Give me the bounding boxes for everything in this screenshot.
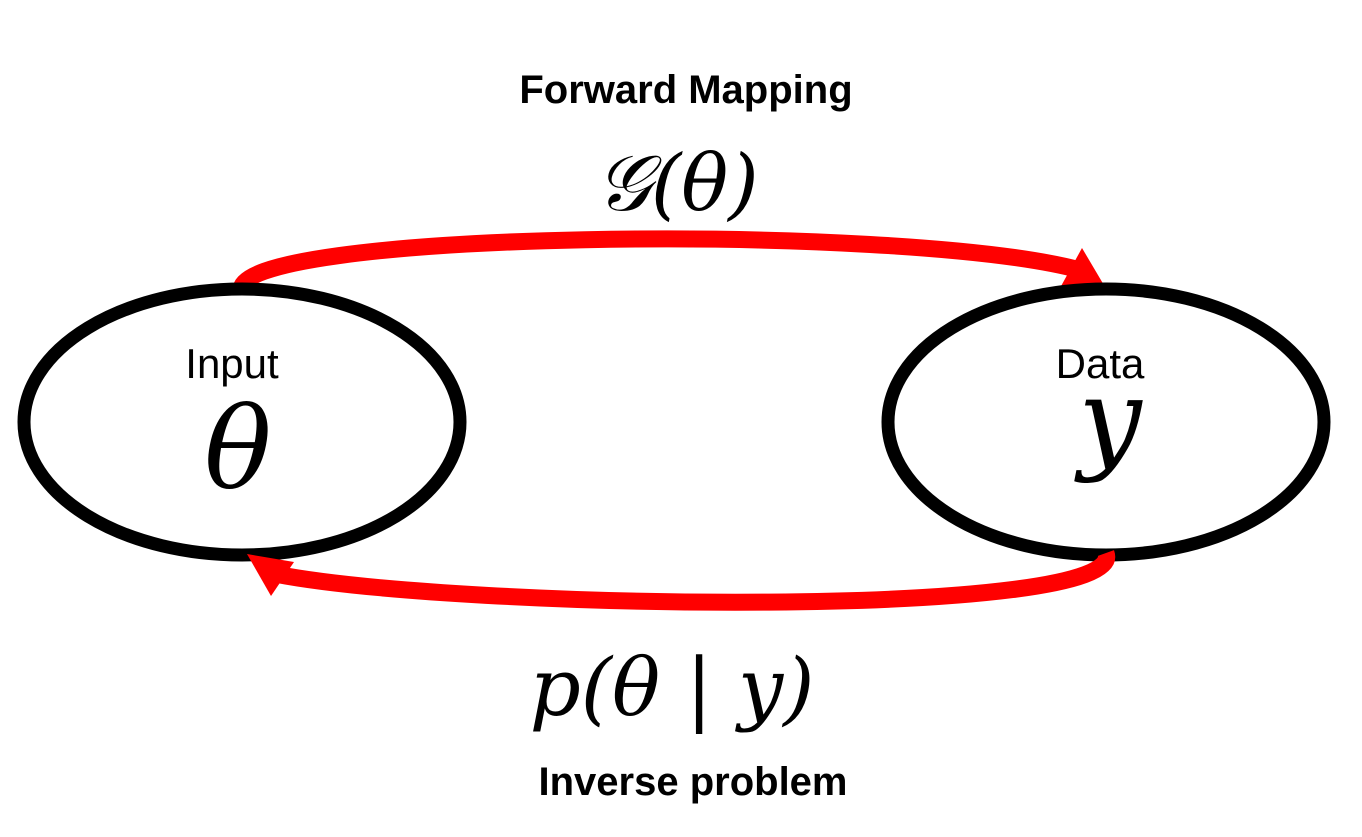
data-label: Data — [1056, 340, 1145, 387]
data-symbol: y — [1073, 355, 1143, 485]
forward-mapping-expression: 𝒢(θ) — [595, 139, 758, 229]
inverse-problem-expression: p(θ | y) — [530, 641, 815, 734]
forward-arrowhead — [1060, 248, 1108, 292]
forward-mapping-title: Forward Mapping — [519, 68, 852, 112]
input-node — [17, 282, 467, 562]
inverse-arrowhead — [247, 554, 294, 596]
input-symbol: θ — [204, 385, 271, 515]
forward-arrow — [233, 230, 1083, 295]
inverse-problem-title: Inverse problem — [538, 760, 847, 804]
inverse-arrow — [273, 550, 1115, 611]
input-label: Input — [185, 340, 279, 387]
